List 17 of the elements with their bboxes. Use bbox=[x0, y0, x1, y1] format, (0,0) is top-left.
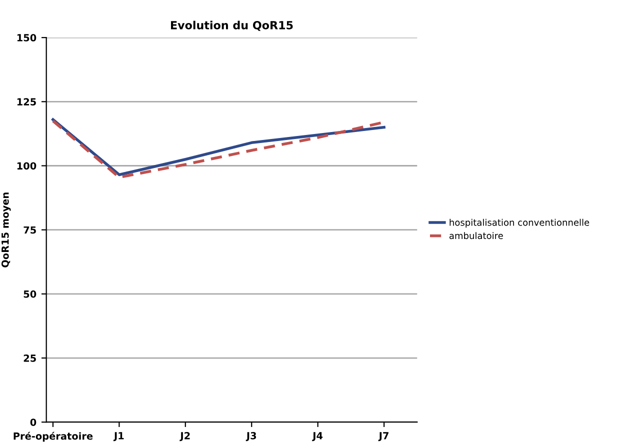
x-tick-label: Pré-opératoire bbox=[14, 432, 93, 442]
x-tick-label: J7 bbox=[378, 432, 388, 442]
y-tick-label: 25 bbox=[24, 354, 36, 362]
y-tick-label: 125 bbox=[17, 98, 36, 106]
x-tick-label: J2 bbox=[180, 432, 190, 442]
y-tick-label: 150 bbox=[17, 34, 36, 42]
x-tick-label: J4 bbox=[312, 432, 323, 442]
x-tick-label: J3 bbox=[246, 432, 256, 442]
x-tick-label: J1 bbox=[113, 432, 124, 442]
y-tick-label: 50 bbox=[24, 290, 36, 298]
y-tick-label: 100 bbox=[17, 162, 36, 170]
legend-label: ambulatoire bbox=[449, 232, 503, 240]
y-axis-title: QoR15 moyen bbox=[1, 192, 11, 268]
y-tick-label: 75 bbox=[24, 226, 36, 234]
y-tick-label: 0 bbox=[30, 418, 36, 426]
chart-title: Evolution du QoR15 bbox=[171, 20, 293, 31]
legend-label: hospitalisation conventionnelle bbox=[450, 218, 590, 228]
